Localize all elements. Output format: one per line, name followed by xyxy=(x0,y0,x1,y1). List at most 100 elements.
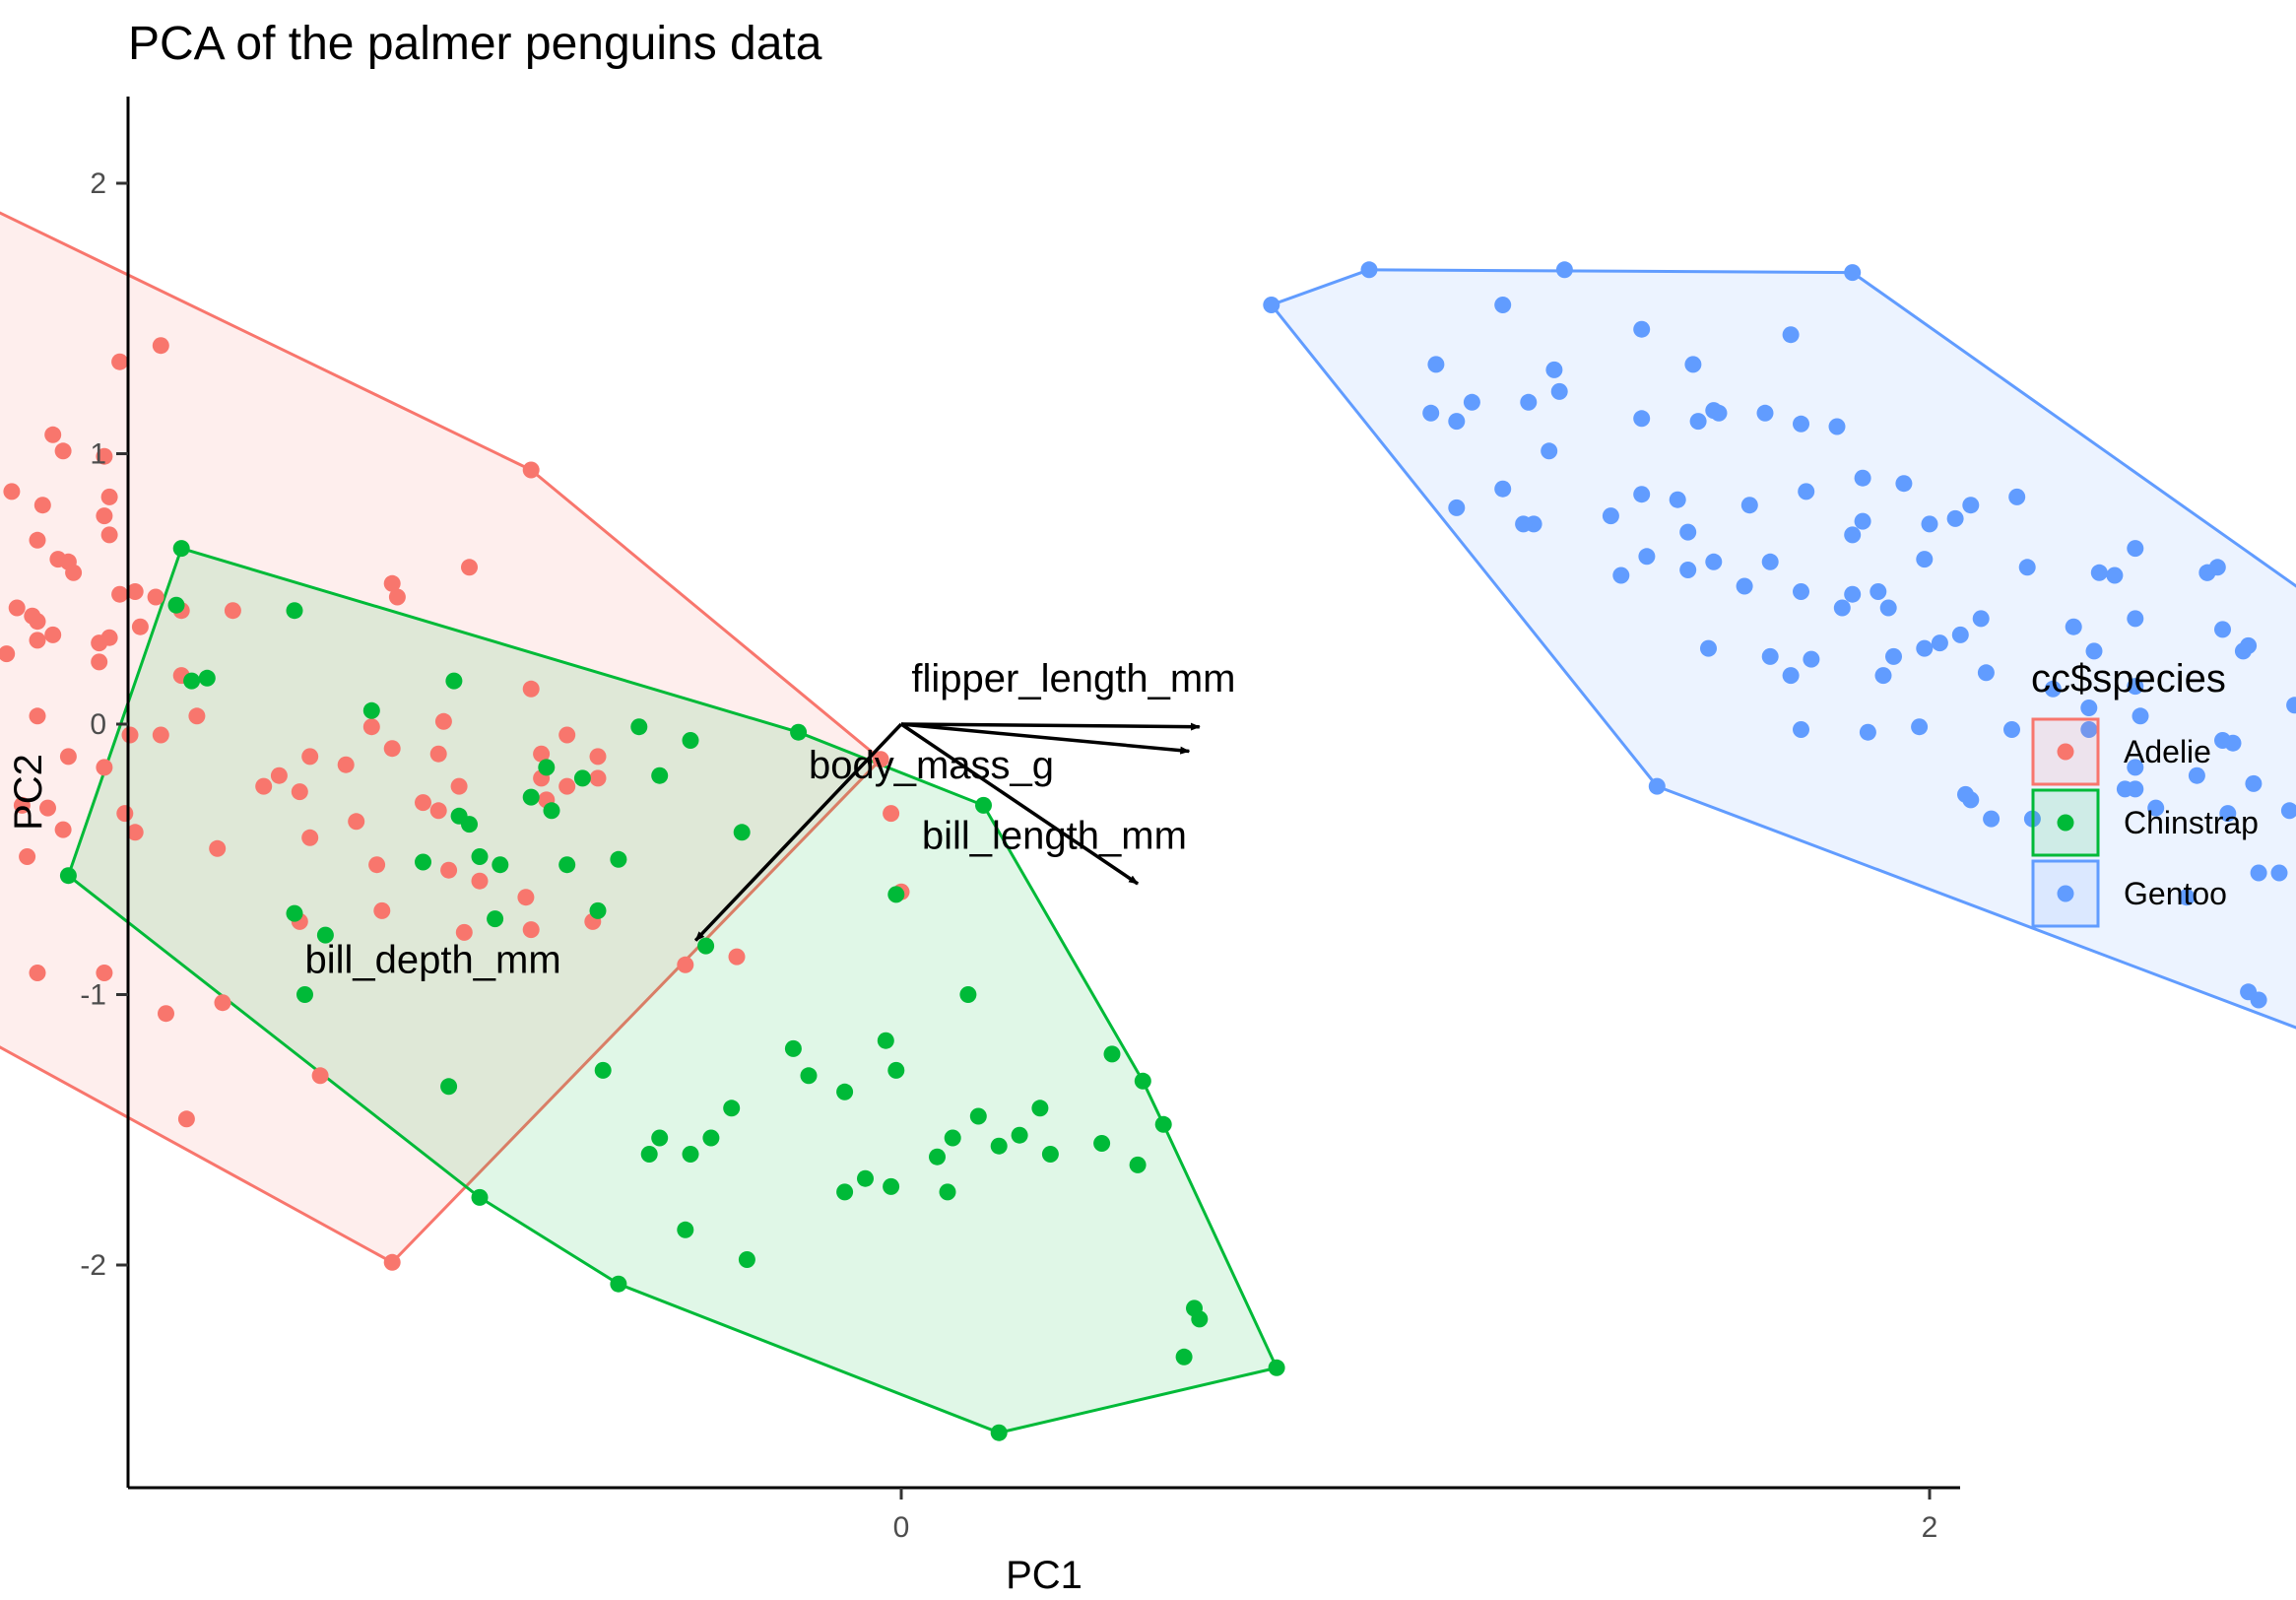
loading-label-flipper-length-mm: flipper_length_mm xyxy=(911,657,1235,700)
data-point xyxy=(1782,667,1800,685)
legend: cc$species Adelie Chinstrap Gentoo xyxy=(2031,657,2259,928)
data-point xyxy=(522,921,540,939)
data-point xyxy=(96,759,113,776)
data-point xyxy=(1041,1146,1059,1163)
data-point xyxy=(1448,413,1466,431)
data-point xyxy=(2234,642,2252,660)
data-point xyxy=(59,748,77,766)
data-point xyxy=(2270,864,2288,882)
data-point xyxy=(209,839,227,857)
data-point xyxy=(2245,774,2263,792)
data-point xyxy=(2090,564,2108,581)
data-point xyxy=(1494,480,1512,498)
data-point xyxy=(800,1067,818,1085)
data-point xyxy=(2106,567,2124,584)
data-point xyxy=(65,564,83,581)
data-point xyxy=(348,813,365,831)
data-point xyxy=(214,994,231,1012)
data-point xyxy=(172,540,190,558)
data-point xyxy=(126,824,144,841)
y-tick-label: -1 xyxy=(80,979,106,1012)
x-axis-ticks: -2024 xyxy=(893,1488,1937,1544)
data-point xyxy=(91,634,108,652)
data-point xyxy=(2116,780,2133,798)
data-point xyxy=(1520,393,1538,411)
data-point xyxy=(1705,553,1723,570)
data-point xyxy=(2147,799,2165,817)
data-point xyxy=(487,910,504,928)
legend-item-adelie: Adelie xyxy=(2031,717,2211,786)
data-point xyxy=(677,1221,694,1238)
data-point xyxy=(1494,297,1512,313)
data-point xyxy=(2280,802,2296,820)
data-point xyxy=(1612,567,1630,584)
data-point xyxy=(728,948,746,966)
data-point xyxy=(29,531,46,549)
data-point xyxy=(2178,889,2196,906)
y-axis-title: PC2 xyxy=(7,754,50,831)
data-point xyxy=(131,618,149,635)
data-point xyxy=(990,1137,1008,1155)
data-point xyxy=(1679,562,1697,578)
data-point xyxy=(522,788,540,806)
data-point xyxy=(24,607,41,625)
data-point xyxy=(152,337,169,355)
data-point xyxy=(434,712,452,730)
data-point xyxy=(1828,418,1846,435)
data-point xyxy=(573,769,591,787)
data-point xyxy=(383,1253,401,1271)
data-point xyxy=(471,872,489,890)
data-point xyxy=(1011,1126,1028,1144)
data-point xyxy=(1602,507,1619,525)
data-point xyxy=(1972,610,1990,628)
y-tick-label: 0 xyxy=(90,708,106,741)
loading-arrow-body-mass-g xyxy=(900,722,1191,755)
data-point xyxy=(1103,1045,1121,1063)
data-point xyxy=(19,848,36,865)
loading-label-bill-length-mm: bill_length_mm xyxy=(922,814,1187,857)
data-point xyxy=(270,767,288,784)
data-point xyxy=(883,805,900,823)
data-point xyxy=(1268,1359,1285,1376)
data-point xyxy=(1895,475,1913,493)
data-point xyxy=(1463,393,1480,411)
data-point xyxy=(301,829,319,846)
data-point xyxy=(589,748,607,766)
data-point xyxy=(183,672,201,690)
data-point xyxy=(738,1251,755,1268)
data-point xyxy=(255,777,273,795)
data-point xyxy=(1154,1115,1172,1133)
legend-key xyxy=(2031,717,2100,786)
data-point xyxy=(337,756,355,773)
data-point xyxy=(2127,759,2144,776)
data-point xyxy=(362,718,380,736)
data-point xyxy=(1427,356,1445,373)
data-point xyxy=(54,442,72,460)
data-point xyxy=(887,886,905,903)
data-point xyxy=(939,1183,956,1201)
data-point xyxy=(877,1032,894,1049)
data-point xyxy=(1793,721,1809,738)
data-point xyxy=(790,723,808,741)
data-point xyxy=(1555,261,1573,279)
data-point xyxy=(594,1061,612,1079)
loading-arrow-flipper-length-mm xyxy=(900,722,1201,731)
data-point xyxy=(1422,404,1440,422)
data-point xyxy=(836,1183,854,1201)
data-point xyxy=(111,585,129,603)
data-point xyxy=(440,861,458,879)
data-point xyxy=(1705,402,1723,420)
data-point xyxy=(198,669,216,687)
data-point xyxy=(3,483,21,500)
data-point xyxy=(29,707,46,725)
data-point xyxy=(158,1005,174,1023)
data-point xyxy=(872,751,889,768)
data-point xyxy=(723,1100,741,1117)
data-point xyxy=(39,799,56,817)
data-point xyxy=(286,602,303,620)
data-point xyxy=(388,588,406,606)
data-point xyxy=(96,507,113,525)
data-point xyxy=(8,599,26,617)
data-point xyxy=(54,821,72,838)
data-point xyxy=(29,965,46,981)
